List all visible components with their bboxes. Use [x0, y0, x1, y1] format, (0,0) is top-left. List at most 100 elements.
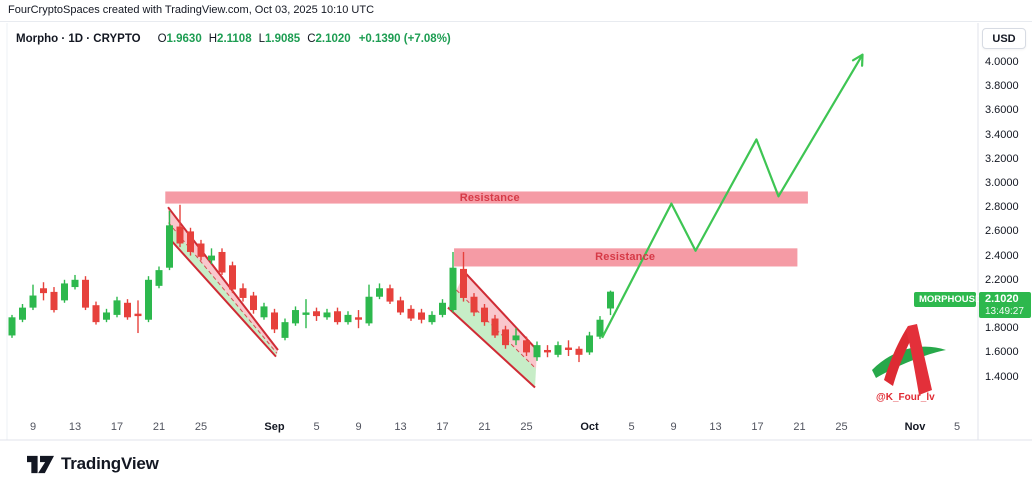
- currency-usd-button[interactable]: USD: [982, 28, 1026, 49]
- chart-legend[interactable]: Morpho · 1D · CRYPTO O1.9630 H2.1108 L1.908…: [16, 33, 451, 45]
- high-label: H: [208, 33, 218, 45]
- candle: [50, 287, 58, 313]
- time-tick-label: 13: [394, 421, 407, 433]
- time-tick-label: Sep: [264, 421, 285, 433]
- candle: [250, 291, 257, 314]
- candle: [386, 284, 394, 304]
- open-value: 1.9630: [166, 33, 202, 45]
- candle: [40, 282, 47, 301]
- candles-layer[interactable]: [8, 204, 615, 363]
- projection-arrow[interactable]: [601, 53, 864, 339]
- candle: [239, 283, 247, 302]
- candle: [8, 314, 16, 338]
- candle: [19, 304, 26, 323]
- low-value: 1.9085: [265, 33, 301, 45]
- price-tick-label: 2.6000: [985, 225, 1019, 238]
- open-label: O: [157, 33, 167, 45]
- time-tick-label: 17: [751, 421, 764, 433]
- candle: [29, 284, 37, 311]
- resistance-zone-label-2[interactable]: Resistance: [595, 251, 656, 264]
- candle: [82, 276, 89, 311]
- resistance-zone-2: [454, 248, 798, 267]
- candle: [103, 308, 110, 323]
- author-watermark: @K_Four_lv: [858, 318, 968, 410]
- candle: [512, 328, 520, 346]
- candle: [365, 284, 373, 326]
- candle: [344, 311, 352, 325]
- change-value: +0.1390 (+7.08%): [358, 33, 451, 45]
- resistance-zones-layer[interactable]: [165, 191, 808, 267]
- candle: [491, 314, 499, 338]
- price-tick-label: 3.6000: [985, 104, 1019, 117]
- low-label: L: [258, 33, 265, 45]
- candle: [61, 279, 68, 303]
- price-tick-label: 1.8000: [985, 322, 1019, 335]
- time-tick-label: 17: [436, 421, 449, 433]
- candle: [176, 204, 184, 248]
- channel-drawing-1[interactable]: [167, 206, 279, 358]
- tradingview-logo[interactable]: TradingView: [27, 454, 159, 474]
- candle: [218, 248, 226, 275]
- attribution-text: FourCryptoSpaces created with TradingVie…: [8, 4, 375, 16]
- candle: [460, 251, 467, 302]
- axis-borders: [0, 23, 1032, 441]
- candle: [397, 296, 404, 315]
- symbol-title: Morpho · 1D · CRYPTO: [16, 33, 141, 45]
- time-tick-label: 5: [313, 421, 320, 433]
- high-value: 2.1108: [217, 33, 252, 45]
- last-price-value: 2.1020: [985, 293, 1019, 305]
- candle: [502, 325, 509, 349]
- candle: [281, 318, 289, 341]
- candle: [313, 307, 320, 321]
- candle: [187, 227, 194, 256]
- countdown-timer: 13:49:27: [985, 306, 1024, 317]
- tradingview-logo-icon: [27, 455, 54, 473]
- price-tick-label: 3.0000: [985, 177, 1019, 189]
- candle: [229, 261, 236, 294]
- candle: [145, 276, 152, 323]
- candle: [575, 346, 583, 363]
- candle: [92, 301, 100, 325]
- attribution-bar: FourCryptoSpaces created with TradingVie…: [0, 0, 1032, 22]
- candle: [113, 296, 121, 318]
- candle: [554, 341, 562, 358]
- price-tick-label: 2.8000: [985, 201, 1019, 214]
- last-price-tag: 2.1020 13:49:27: [979, 292, 1031, 318]
- candle: [260, 302, 268, 320]
- time-axis[interactable]: 9 13 17 21 25 Sep 5 9 13 17 21 25 Oct 5 9 13 17 21 25 Nov 5: [0, 414, 978, 440]
- resistance-zone-1: [165, 191, 808, 204]
- candle: [470, 293, 478, 317]
- time-tick-label: 21: [793, 421, 806, 433]
- time-tick-label: 5: [953, 421, 961, 433]
- candle: [155, 266, 163, 289]
- price-tick-label: 1.6000: [985, 346, 1019, 359]
- price-tick-label: 2.2000: [985, 273, 1019, 286]
- candle: [596, 316, 604, 340]
- candle: [71, 274, 79, 290]
- candle: [376, 283, 383, 300]
- price-axis[interactable]: USD 4.0000 3.8000 3.6000 3.4000 3.2000 3.0000…: [978, 22, 1032, 440]
- resistance-zone-label-1[interactable]: Resistance: [459, 191, 520, 204]
- time-tick-label: 9: [670, 421, 677, 433]
- close-value: 2.1020: [315, 33, 351, 45]
- candle: [418, 308, 425, 324]
- price-tick-label: 2.4000: [985, 249, 1019, 262]
- candle: [323, 308, 331, 320]
- time-tick-label: 13: [709, 421, 722, 433]
- candle: [523, 336, 530, 357]
- time-tick-label: 25: [835, 421, 848, 433]
- candle: [292, 306, 299, 326]
- candle: [134, 300, 142, 334]
- time-tick-label: Oct: [580, 421, 599, 433]
- candle: [533, 341, 541, 361]
- candle: [166, 210, 173, 271]
- price-tick-label: 3.8000: [985, 80, 1019, 93]
- time-tick-label: 13: [68, 421, 82, 433]
- candle: [208, 248, 215, 265]
- time-tick-label: 5: [628, 421, 635, 433]
- time-tick-label: 21: [478, 421, 491, 433]
- candle: [439, 299, 446, 318]
- time-tick-label: 21: [152, 421, 166, 433]
